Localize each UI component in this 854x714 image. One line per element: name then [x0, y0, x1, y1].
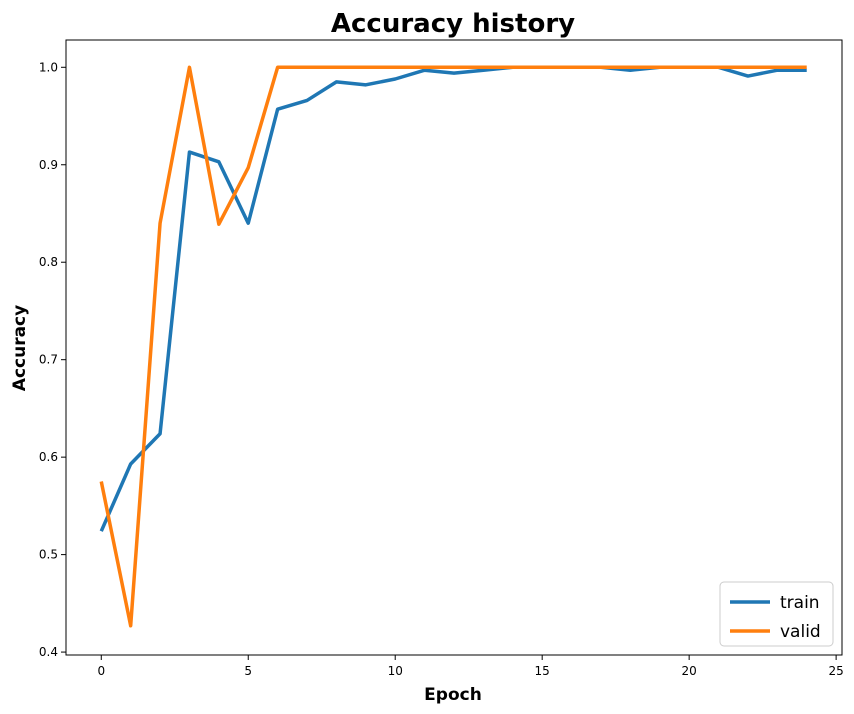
series-line-valid	[99, 65, 807, 628]
y-tick-label: 0.4	[39, 645, 58, 659]
plot-area: 0 5 10 15 20 25 0.4 0.5 0.6 0.7 0.8 0.9 1.0	[39, 39, 844, 678]
axes-frame	[65, 39, 843, 656]
legend: train valid	[719, 581, 834, 647]
x-axis-label: Epoch	[424, 685, 482, 705]
chart-title: Accuracy history	[331, 9, 575, 39]
y-tick-label: 0.8	[39, 255, 58, 269]
y-axis-label: Accuracy	[10, 305, 30, 391]
y-axis-ticks: 0.4 0.5 0.6 0.7 0.8 0.9 1.0	[39, 60, 66, 659]
x-tick-label: 0	[97, 664, 105, 678]
series-line-train	[99, 65, 807, 532]
y-tick-label: 1.0	[39, 60, 58, 74]
x-tick-label: 5	[244, 664, 252, 678]
legend-label-train: train	[780, 593, 820, 613]
x-tick-label: 15	[535, 664, 550, 678]
x-tick-label: 25	[828, 664, 843, 678]
x-tick-label: 10	[388, 664, 403, 678]
x-axis-ticks: 0 5 10 15 20 25	[97, 655, 844, 678]
y-tick-label: 0.9	[39, 158, 58, 172]
x-tick-label: 20	[682, 664, 697, 678]
y-tick-label: 0.6	[39, 450, 58, 464]
y-tick-label: 0.5	[39, 548, 58, 562]
y-tick-label: 0.7	[39, 353, 58, 367]
series-lines	[99, 65, 807, 628]
legend-label-valid: valid	[780, 622, 821, 642]
